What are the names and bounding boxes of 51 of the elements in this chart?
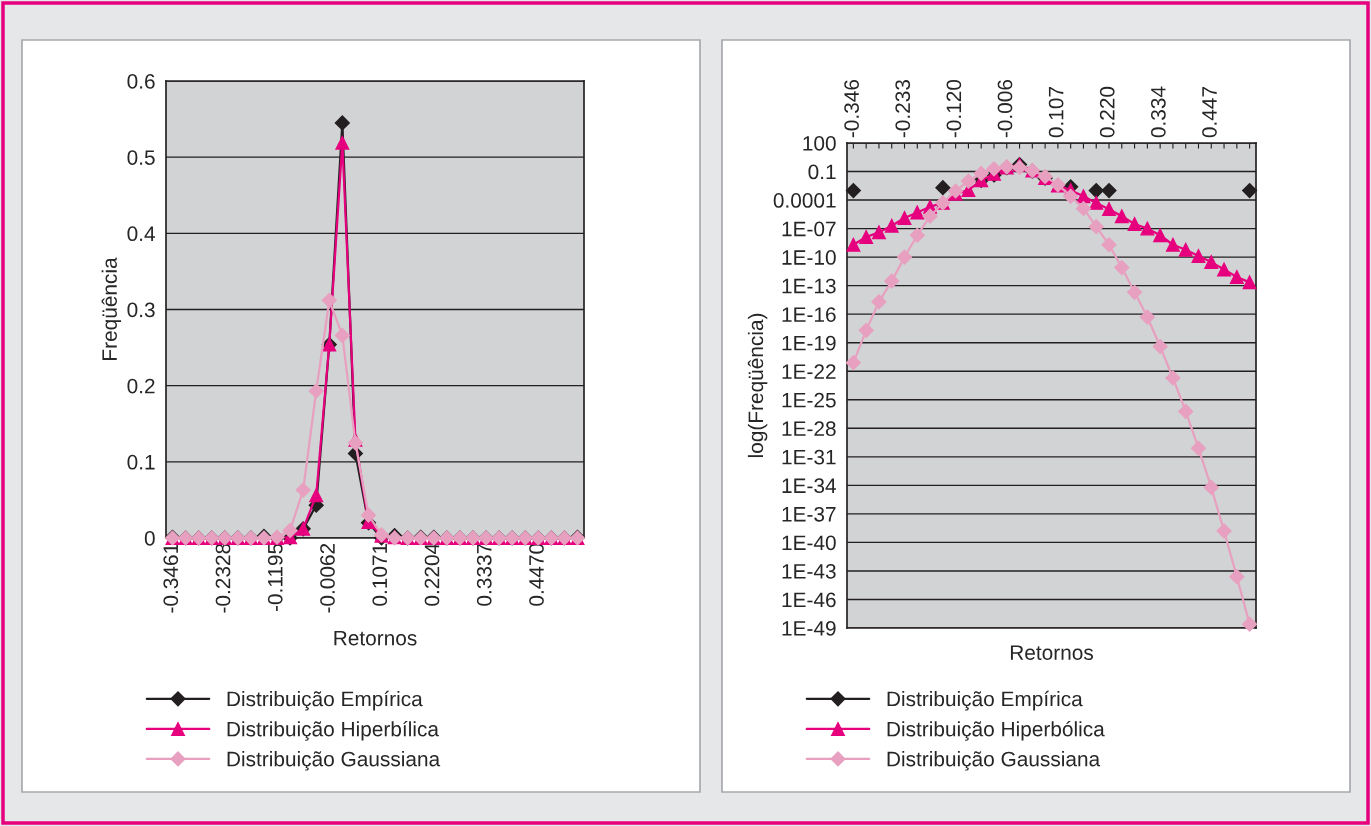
x-tick-label: -0.233: [895, 79, 911, 138]
x-axis-title: Retornos: [334, 630, 417, 646]
y-tick-label: 0.1: [808, 164, 836, 180]
y-tick-label: 1E-46: [782, 592, 836, 608]
x-tick-label: 0.220: [1099, 86, 1115, 138]
x-axis-title: Retornos: [1010, 645, 1094, 660]
x-tick-label: 0.334: [1150, 86, 1166, 138]
y-tick-label: 1E-16: [782, 307, 836, 322]
x-tick-label: 0.4470: [529, 543, 544, 606]
legend-label: Distribuição Gaussiana: [227, 751, 441, 771]
y-tick-label: 1E-34: [782, 478, 836, 494]
x-tick-label: -0.3461: [163, 543, 179, 613]
x-tick-label: -0.006: [997, 79, 1013, 138]
legend-label: Distribuição Hiperbílica: [227, 720, 439, 741]
x-tick-label: -0.2328: [215, 543, 231, 613]
y-tick-label: 1E-07: [782, 221, 836, 237]
legend-label: Distribuição Gaussiana: [887, 751, 1101, 771]
y-tick-label: 1E-40: [782, 535, 836, 551]
x-tick-label: -0.346: [844, 79, 859, 138]
y-tick-label: 0.1: [127, 454, 155, 470]
y-tick-label: 0.6: [127, 74, 155, 89]
x-tick-label: 0.3337: [476, 543, 492, 606]
y-tick-label: 1E-22: [782, 364, 836, 379]
y-tick-label: 0.5: [127, 150, 155, 165]
y-tick-label: 1E-19: [782, 335, 836, 351]
legend-label: Distribuição Empírica: [227, 690, 423, 711]
x-tick-label: -0.0062: [320, 543, 335, 613]
x-tick-label: 0.2204: [424, 543, 440, 606]
x-tick-label: 0.447: [1202, 87, 1217, 138]
y-tick-label: 0.4: [127, 226, 155, 242]
y-tick-label: 0.0001: [773, 193, 836, 208]
y-tick-label: 0: [144, 531, 155, 546]
y-tick-label: 1E-10: [782, 250, 836, 265]
y-tick-label: 1E-31: [782, 449, 836, 465]
y-tick-label: 1E-43: [782, 563, 836, 579]
legend-label: Distribuição Empírica: [887, 690, 1083, 711]
y-tick-label: 0.2: [127, 378, 155, 394]
y-axis-title: Freqüência: [101, 257, 122, 360]
legend-label: Distribuição Hiperbólica: [887, 720, 1105, 741]
y-axis-title: log(Freqüência): [747, 313, 768, 458]
y-tick-label: 100: [803, 136, 836, 151]
y-tick-label: 1E-49: [782, 621, 836, 636]
y-tick-label: 0.3: [127, 302, 155, 318]
y-tick-label: 1E-13: [782, 278, 836, 294]
x-tick-label: 0.1071: [372, 543, 388, 606]
x-tick-label: -0.1195: [267, 543, 283, 612]
y-tick-label: 1E-28: [782, 421, 836, 437]
x-tick-label: 0.107: [1048, 87, 1064, 138]
x-tick-label: -0.120: [946, 79, 962, 138]
y-tick-label: 1E-37: [782, 506, 836, 522]
y-tick-label: 1E-25: [782, 392, 836, 408]
